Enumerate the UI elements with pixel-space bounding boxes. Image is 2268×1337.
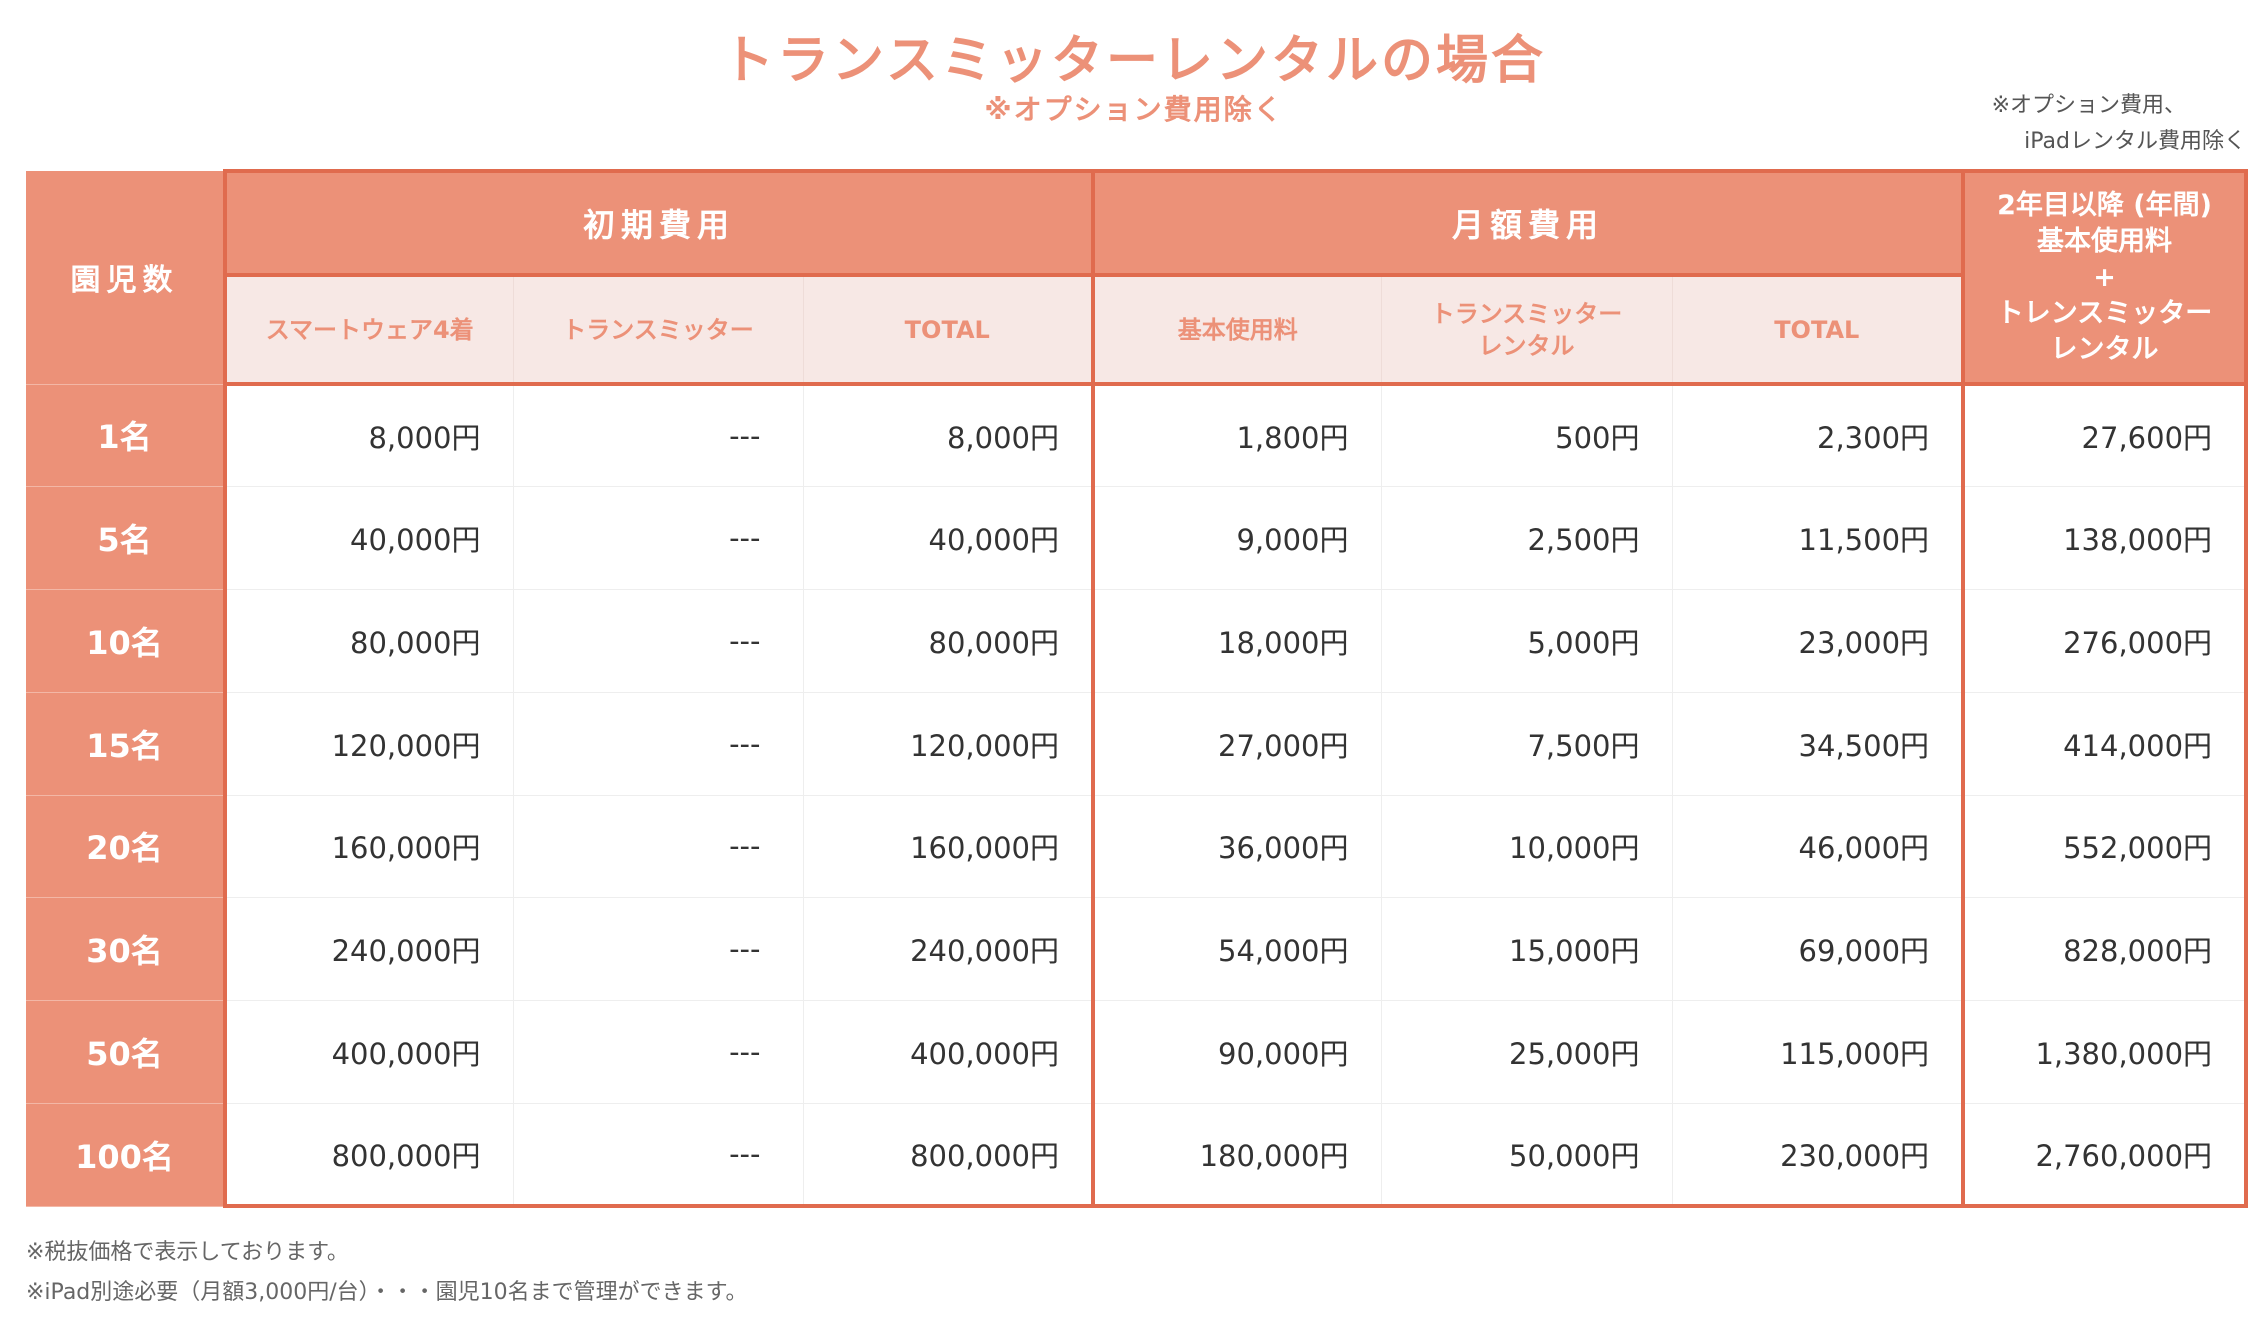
price-cell: 36,000円 — [1091, 795, 1382, 899]
table-row: 15名 120,000円 --- 120,000円 27,000円 7,500円 34,50… — [26, 692, 2249, 796]
price-cell: 27,600円 — [1961, 384, 2249, 488]
price-cell: 115,000円 — [1671, 1000, 1964, 1104]
price-cell: 180,000円 — [1091, 1103, 1382, 1208]
price-cell: 69,000円 — [1671, 897, 1964, 1001]
price-cell: 25,000円 — [1380, 1000, 1673, 1104]
price-cell: 8,000円 — [802, 384, 1094, 488]
price-cell: 2,760,000円 — [1961, 1103, 2249, 1208]
price-cell: 120,000円 — [802, 692, 1094, 796]
price-cell: 18,000円 — [1091, 589, 1382, 693]
kids-count-cell: 50名 — [26, 1000, 225, 1104]
subheader-smartwear: スマートウェア4着 — [223, 275, 513, 386]
price-cell: 46,000円 — [1671, 795, 1964, 899]
price-cell: 27,000円 — [1091, 692, 1382, 796]
table-row: 30名 240,000円 --- 240,000円 54,000円 15,000円 69,0… — [26, 897, 2249, 1001]
note-line: ※オプション費用、 — [1991, 93, 2186, 118]
price-cell: 2,300円 — [1671, 384, 1964, 488]
price-cell: 138,000円 — [1961, 486, 2249, 590]
kids-count-cell: 1名 — [26, 384, 225, 488]
price-cell: 5,000円 — [1380, 589, 1673, 693]
price-cell: 11,500円 — [1671, 486, 1964, 590]
price-cell: 120,000円 — [223, 692, 513, 796]
note-line: iPadレンタル費用除く — [2024, 129, 2246, 154]
price-cell: 800,000円 — [802, 1103, 1094, 1208]
subheader-transmitter: トランスミッター — [512, 275, 803, 386]
kids-count-cell: 30名 — [26, 897, 225, 1001]
price-cell: 828,000円 — [1961, 897, 2249, 1001]
price-cell: 40,000円 — [802, 486, 1094, 590]
table-row: 20名 160,000円 --- 160,000円 36,000円 10,000円 46,0… — [26, 795, 2249, 899]
price-cell: --- — [512, 795, 803, 899]
initial-cost-header: 初期費用 — [222, 169, 1096, 277]
price-cell: 400,000円 — [802, 1000, 1094, 1104]
table-row: 100名 800,000円 --- 800,000円 180,000円 50,000円 23… — [26, 1103, 2249, 1208]
subheader-basic-fee: 基本使用料 — [1091, 275, 1382, 386]
yearly-header-line: 基本使用料 — [2037, 225, 2173, 257]
price-cell: 54,000円 — [1091, 897, 1382, 1001]
yearly-header-line: 2年目以降 (年間) — [1997, 189, 2212, 221]
price-cell: 552,000円 — [1961, 795, 2249, 899]
price-cell: 2,500円 — [1380, 486, 1673, 590]
kids-count-cell: 20名 — [26, 795, 225, 899]
price-cell: --- — [512, 1000, 803, 1104]
price-cell: 400,000円 — [223, 1000, 513, 1104]
page-subtitle: ※オプション費用除く — [984, 93, 1284, 126]
price-cell: 90,000円 — [1091, 1000, 1382, 1104]
price-cell: 40,000円 — [223, 486, 513, 590]
price-cell: 80,000円 — [223, 589, 513, 693]
yearly-note: ※オプション費用、 iPadレンタル費用除く — [1992, 88, 2246, 160]
price-cell: --- — [512, 589, 803, 693]
kids-count-cell: 5名 — [26, 486, 225, 590]
price-cell: 8,000円 — [223, 384, 513, 488]
price-cell: 1,380,000円 — [1961, 1000, 2249, 1104]
price-cell: 800,000円 — [223, 1103, 513, 1208]
subheader-transmitter-rental: トランスミッター レンタル — [1380, 275, 1673, 386]
price-cell: 240,000円 — [223, 897, 513, 1001]
table-row: 10名 80,000円 --- 80,000円 18,000円 5,000円 23,000円… — [26, 589, 2249, 693]
monthly-cost-header: 月額費用 — [1091, 169, 1966, 277]
price-cell: 23,000円 — [1671, 589, 1964, 693]
price-cell: 10,000円 — [1380, 795, 1673, 899]
price-cell: 160,000円 — [802, 795, 1094, 899]
table-row: 50名 400,000円 --- 400,000円 90,000円 25,000円 115,… — [26, 1000, 2249, 1104]
kids-count-header: 園児数 — [26, 171, 225, 385]
kids-count-cell: 15名 — [26, 692, 225, 796]
price-cell: 7,500円 — [1380, 692, 1673, 796]
kids-count-cell: 10名 — [26, 589, 225, 693]
price-cell: 230,000円 — [1671, 1103, 1964, 1208]
price-cell: 500円 — [1380, 384, 1673, 488]
price-cell: --- — [512, 897, 803, 1001]
pricing-table: 園児数 初期費用 月額費用 2年目以降 (年間) 基本使用料 + トレンスミッタ… — [26, 169, 2249, 1208]
table-row: 1名 8,000円 --- 8,000円 1,800円 500円 2,300円 27,600円 — [26, 384, 2249, 488]
price-cell: 1,800円 — [1091, 384, 1382, 488]
subheader-monthly-total: TOTAL — [1671, 275, 1964, 386]
subheader-initial-total: TOTAL — [802, 275, 1094, 386]
yearly-header-line: トレンスミッター — [1996, 297, 2213, 329]
price-cell: --- — [512, 692, 803, 796]
price-cell: 34,500円 — [1671, 692, 1964, 796]
price-cell: 414,000円 — [1961, 692, 2249, 796]
price-cell: 240,000円 — [802, 897, 1094, 1001]
price-cell: 276,000円 — [1961, 589, 2249, 693]
table-row: 5名 40,000円 --- 40,000円 9,000円 2,500円 11,500円 13… — [26, 486, 2249, 590]
price-cell: --- — [512, 486, 803, 590]
yearly-header-line: + — [2093, 261, 2116, 293]
price-cell: --- — [512, 384, 803, 488]
footnote-tax: ※税抜価格で表示しております。 — [26, 1240, 349, 1265]
kids-count-cell: 100名 — [26, 1103, 225, 1207]
price-cell: 160,000円 — [223, 795, 513, 899]
footnote-ipad: ※iPad別途必要（月額3,000円/台）・・・園児10名まで管理ができます。 — [26, 1280, 748, 1305]
price-cell: --- — [512, 1103, 803, 1208]
price-cell: 15,000円 — [1380, 897, 1673, 1001]
yearly-header-line: レンタル — [2050, 333, 2159, 365]
page-title: トランスミッターレンタルの場合 — [722, 31, 1546, 91]
price-cell: 50,000円 — [1380, 1103, 1673, 1208]
price-cell: 80,000円 — [802, 589, 1094, 693]
price-cell: 9,000円 — [1091, 486, 1382, 590]
yearly-cost-header: 2年目以降 (年間) 基本使用料 + トレンスミッター レンタル — [1961, 169, 2249, 386]
